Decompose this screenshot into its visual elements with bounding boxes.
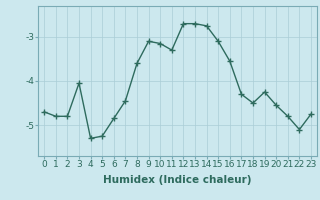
X-axis label: Humidex (Indice chaleur): Humidex (Indice chaleur)	[103, 175, 252, 185]
